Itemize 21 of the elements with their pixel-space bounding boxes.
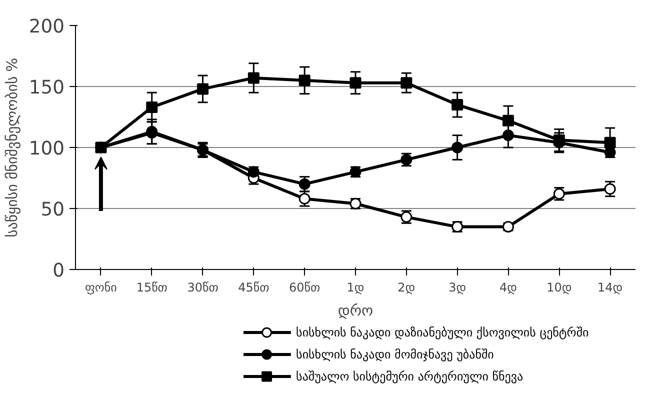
- x-tick-label: 14დ: [598, 280, 623, 294]
- x-tick-label: 15წთ: [136, 280, 168, 294]
- y-axis-title: საწყისი მნიშვნელობის %: [4, 58, 21, 238]
- x-tick-label: 4დ: [500, 280, 518, 294]
- x-tick-label: ფონი: [85, 280, 117, 294]
- y-tick-label: 200: [28, 16, 64, 38]
- x-tick-label: 1დ: [346, 280, 364, 294]
- x-tick-label: 2დ: [398, 280, 416, 294]
- legend-label: საშუალო სისტემური არტერიული წნევა: [296, 370, 524, 384]
- y-tick-label: 0: [52, 260, 65, 282]
- x-axis-title: დრო: [338, 302, 374, 320]
- y-tick-label: 50: [40, 200, 65, 220]
- y-tick-label: 100: [28, 138, 64, 160]
- legend-label: სისხლის ნაკადი მომიჯნავე უბანში: [296, 348, 494, 362]
- x-tick-label: 45წთ: [238, 280, 270, 294]
- x-tick-label: 60წთ: [289, 280, 321, 294]
- y-tick-label: 150: [28, 78, 64, 98]
- x-tick-label: 10დ: [546, 280, 572, 294]
- legend-label: სისხლის ნაკადი დაზიანებული ქსოვილის ცენტრში: [296, 326, 589, 340]
- x-tick-label: 30წთ: [187, 280, 219, 294]
- x-tick-label: 3დ: [448, 280, 466, 294]
